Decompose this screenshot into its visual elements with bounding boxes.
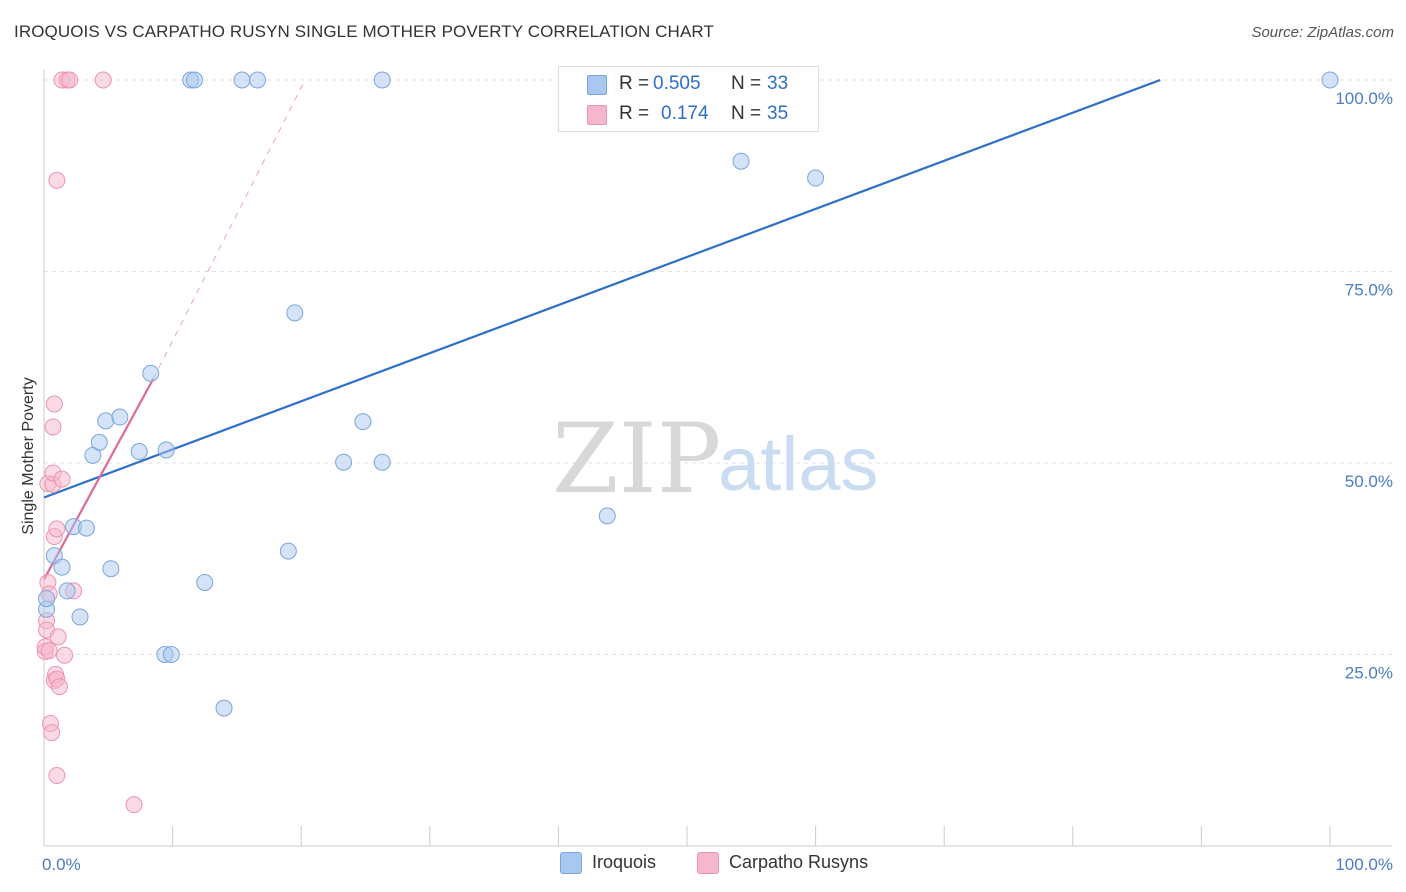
legend-n-label: N =: [731, 73, 762, 94]
data-point: [215, 699, 233, 717]
bottom-legend-swatch-iroquois: [560, 852, 582, 875]
trend-line: [43, 78, 1161, 499]
trend-line: [43, 378, 155, 580]
legend-r-value: 0.505: [653, 73, 701, 94]
data-point: [1321, 71, 1339, 89]
data-point: [185, 71, 203, 89]
data-point: [807, 169, 825, 187]
tick-labels: 100.0% 75.0% 50.0% 25.0% 0.0% 100.0%: [42, 89, 1393, 874]
data-point: [233, 71, 251, 89]
bottom-legend-swatch-carpatho-rusyns: [697, 852, 719, 875]
source-label: Source: ZipAtlas.com: [1251, 24, 1394, 41]
data-point: [56, 646, 74, 664]
data-point: [130, 443, 148, 461]
data-point: [48, 767, 66, 785]
legend-r-value: 0.174: [661, 103, 709, 124]
bottom-legend-label: Iroquois: [592, 852, 657, 872]
y-tick-label: 75.0%: [1345, 281, 1393, 300]
data-point: [142, 364, 160, 382]
data-point: [286, 304, 304, 322]
data-point: [53, 558, 71, 576]
legend-swatch-iroquois: [587, 75, 607, 95]
data-point: [598, 507, 616, 525]
legend-swatch-carpatho-rusyns: [587, 105, 607, 125]
chart-title: IROQUOIS VS CARPATHO RUSYN SINGLE MOTHER…: [14, 22, 714, 41]
data-point: [44, 418, 62, 436]
data-point: [97, 412, 115, 430]
data-point: [732, 152, 750, 170]
legend-r-label: R =: [619, 103, 650, 124]
legend-n-value: 33: [767, 73, 789, 94]
legend-row-iroquois: R = 0.505 N = 33: [559, 70, 818, 100]
data-point: [125, 796, 143, 814]
data-point: [90, 433, 108, 451]
data-point: [157, 441, 175, 459]
data-point: [196, 573, 214, 591]
bottom-legend-label: Carpatho Rusyns: [729, 852, 869, 872]
data-point: [61, 71, 79, 89]
data-point: [40, 642, 58, 660]
data-point: [43, 724, 61, 742]
legend-n-value: 35: [767, 103, 789, 124]
data-point: [50, 678, 68, 696]
y-tick-label: 50.0%: [1345, 472, 1393, 491]
data-point: [58, 582, 76, 600]
bottom-legend-iroquois: Iroquois: [560, 852, 657, 875]
x-tick-label: 100.0%: [1335, 855, 1393, 874]
legend-r-label: R =: [619, 73, 650, 94]
data-point: [45, 395, 63, 413]
data-point: [102, 560, 120, 578]
trend-lines: [43, 78, 1161, 580]
stats-legend: R = 0.505 N = 33 R = 0.174 N = 35: [558, 66, 819, 132]
grid-lines: [44, 79, 1392, 655]
data-point: [38, 590, 56, 608]
data-point: [248, 71, 266, 89]
legend-n-label: N =: [731, 103, 762, 124]
watermark-zip: ZIP: [552, 403, 721, 515]
data-point: [53, 470, 71, 488]
x-tick-label: 0.0%: [42, 855, 81, 874]
watermark-atlas: atlas: [718, 422, 879, 507]
data-points: [36, 71, 1339, 814]
watermark: ZIP atlas: [552, 403, 879, 515]
data-point: [373, 453, 391, 471]
y-tick-label: 100.0%: [1335, 89, 1393, 108]
data-point: [48, 171, 66, 189]
data-point: [49, 628, 67, 646]
data-point: [373, 71, 391, 89]
data-point: [335, 453, 353, 471]
data-point: [94, 71, 112, 89]
data-point: [77, 519, 95, 537]
data-point: [279, 542, 297, 560]
legend-row-carpatho-rusyns: R = 0.174 N = 35: [559, 100, 818, 130]
y-axis-label: Single Mother Poverty: [20, 377, 37, 534]
data-point: [71, 608, 89, 626]
data-point: [354, 413, 372, 431]
data-point: [162, 646, 180, 663]
data-point: [111, 408, 129, 426]
data-point: [48, 520, 66, 538]
y-tick-label: 25.0%: [1345, 664, 1393, 683]
axes: [43, 70, 1392, 847]
trend-line-extension: [152, 79, 306, 379]
bottom-legend-carpatho-rusyns: Carpatho Rusyns: [697, 852, 869, 875]
